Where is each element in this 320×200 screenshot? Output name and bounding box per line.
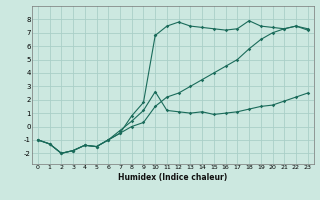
X-axis label: Humidex (Indice chaleur): Humidex (Indice chaleur): [118, 173, 228, 182]
